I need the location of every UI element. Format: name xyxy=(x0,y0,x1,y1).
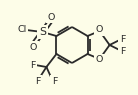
Text: O: O xyxy=(96,25,103,34)
Text: O: O xyxy=(30,42,37,51)
Text: Cl: Cl xyxy=(18,25,27,34)
Text: F: F xyxy=(120,34,125,44)
Text: O: O xyxy=(48,13,55,21)
Text: F: F xyxy=(35,76,40,86)
Text: O: O xyxy=(96,55,103,65)
Text: S: S xyxy=(39,27,46,37)
Text: F: F xyxy=(120,46,125,55)
Text: F: F xyxy=(30,61,35,70)
Text: F: F xyxy=(52,76,57,86)
